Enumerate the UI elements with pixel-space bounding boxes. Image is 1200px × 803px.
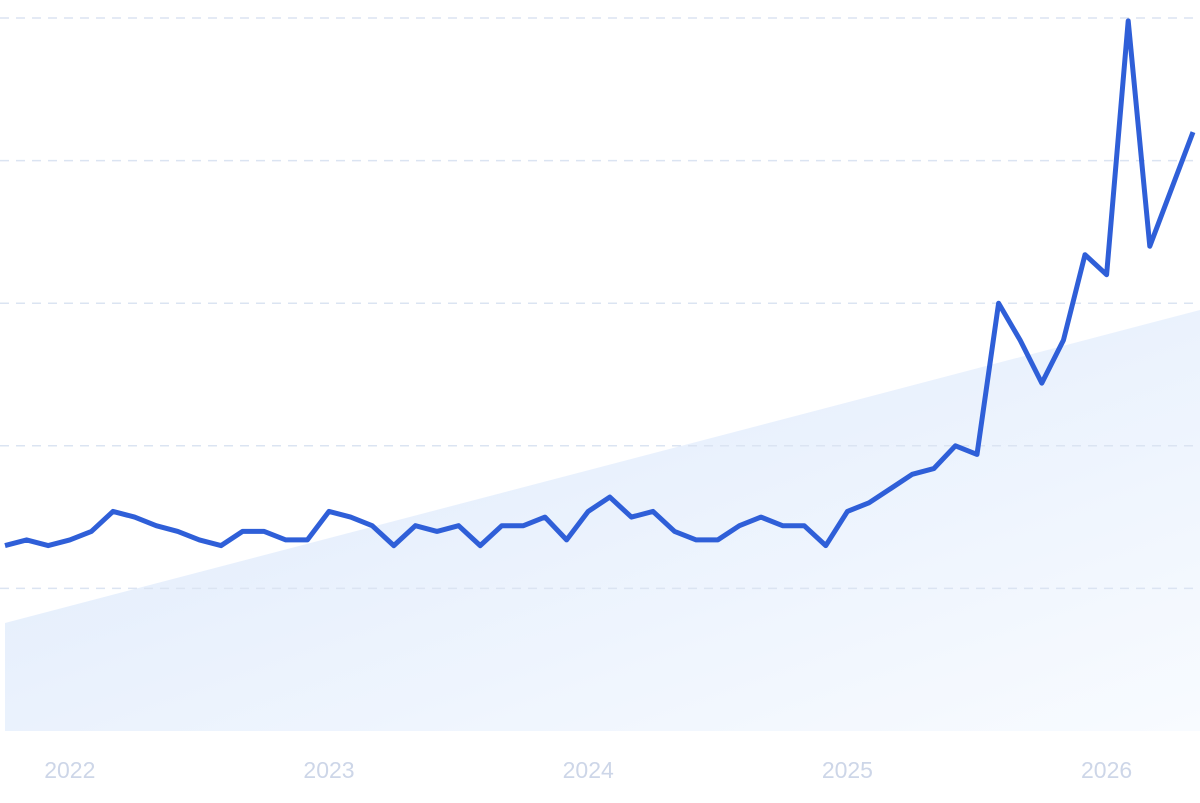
x-tick-label: 2023	[303, 757, 354, 783]
background-wedge	[5, 310, 1200, 731]
x-tick-label: 2022	[44, 757, 95, 783]
x-tick-label: 2025	[822, 757, 873, 783]
x-tick-label: 2026	[1081, 757, 1132, 783]
plot: 2022 2023 2024 2025 2026	[4, 18, 1196, 783]
grid	[0, 17, 1200, 590]
x-tick-label: 2024	[563, 757, 614, 783]
series-line	[4, 18, 1196, 549]
